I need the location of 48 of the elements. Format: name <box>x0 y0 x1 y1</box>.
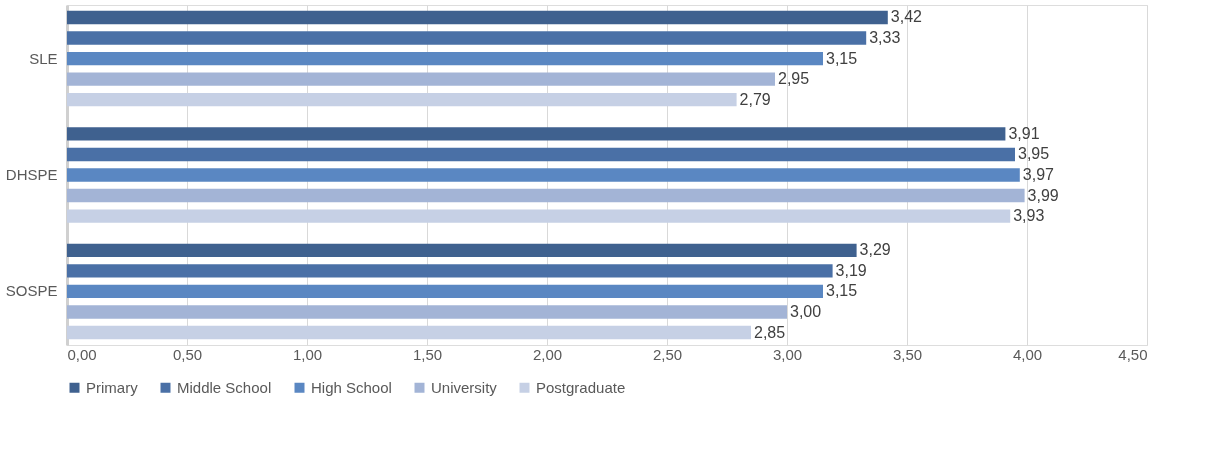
bar <box>67 264 833 278</box>
x-tick-label: 2,00 <box>532 345 563 363</box>
legend-label: Postgraduate <box>536 378 626 396</box>
bar <box>67 92 737 107</box>
bar <box>67 209 1011 223</box>
bar <box>67 284 823 299</box>
bar <box>67 10 888 25</box>
x-tick-label: 0,50 <box>172 345 203 363</box>
data-label: 3,15 <box>826 49 858 67</box>
data-label: 3,00 <box>790 302 822 320</box>
legend-label: Primary <box>86 378 139 396</box>
legend-label: University <box>431 378 498 396</box>
data-label: 2,85 <box>754 323 786 341</box>
data-label: 3,93 <box>1013 207 1045 225</box>
x-tick-label: 4,00 <box>1012 345 1043 363</box>
bar <box>67 127 1006 141</box>
data-label: 3,97 <box>1022 166 1055 183</box>
legend-label: Middle School <box>177 378 272 396</box>
bar <box>67 305 787 319</box>
data-label: 3,33 <box>869 29 901 47</box>
x-tick-label: 3,50 <box>892 345 923 363</box>
y-tick-label: DHSPE <box>5 166 58 183</box>
bar <box>67 72 775 86</box>
bar <box>67 243 857 258</box>
bar <box>67 325 751 340</box>
data-label: 3,15 <box>826 282 858 300</box>
legend-label: High School <box>311 378 392 396</box>
data-label: 2,95 <box>778 70 810 88</box>
x-tick-label: 4,50 <box>1118 345 1148 363</box>
data-label: 3,19 <box>835 261 867 279</box>
y-tick-label: SOSPE <box>5 282 58 300</box>
data-label: 3,91 <box>1008 124 1040 142</box>
x-tick-label: 3,00 <box>772 345 803 363</box>
y-tick-label: SLE <box>29 49 58 67</box>
x-tick-label: 1,50 <box>412 345 443 363</box>
bar <box>67 188 1025 203</box>
data-label: 2,79 <box>739 90 771 108</box>
data-label: 3,29 <box>859 241 891 259</box>
bar <box>67 147 1015 162</box>
x-tick-label: 1,00 <box>292 345 323 363</box>
x-tick-label: 0,00 <box>67 345 97 363</box>
bar <box>67 168 1020 182</box>
x-tick-label: 2,50 <box>652 345 683 363</box>
bar <box>67 31 867 45</box>
bar <box>67 51 823 66</box>
data-label: 3,42 <box>890 8 923 26</box>
data-label: 3,95 <box>1018 145 1050 163</box>
data-label: 3,99 <box>1027 186 1059 204</box>
